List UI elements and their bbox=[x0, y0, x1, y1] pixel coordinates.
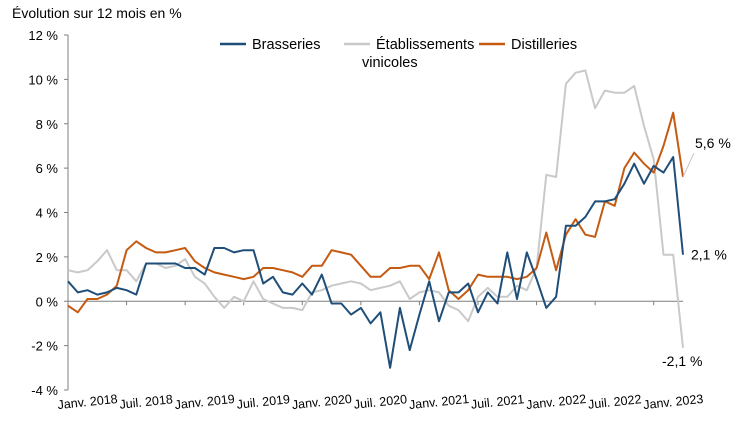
y-tick-label: 12 % bbox=[28, 28, 58, 43]
end-label-brasseries: 2,1 % bbox=[691, 247, 727, 263]
y-tick-label: 10 % bbox=[28, 72, 58, 87]
x-tick-label: Juil. 2019 bbox=[236, 392, 291, 412]
x-tick-label: Janv. 2020 bbox=[291, 392, 352, 412]
y-axis-ticks: -4 % -2 % 0 % 2 % 4 % 6 % 8 % 10 % 12 % bbox=[28, 28, 68, 398]
y-tick-label: 8 % bbox=[36, 117, 59, 132]
legend-item-distilleries: Distilleries bbox=[479, 37, 577, 53]
legend-item-brasseries: Brasseries bbox=[220, 37, 321, 53]
legend: Brasseries Établissements vinicoles Distill… bbox=[220, 36, 577, 71]
series-line-1 bbox=[67, 156, 684, 369]
x-tick-label: Janv. 2019 bbox=[174, 392, 235, 412]
x-tick-label: Juil. 2021 bbox=[470, 392, 525, 412]
legend-item-etablissements: Établissements vinicoles bbox=[344, 36, 474, 71]
y-tick-label: 0 % bbox=[36, 294, 59, 309]
end-label-distilleries: 5,6 % bbox=[695, 135, 731, 151]
end-label-connectors bbox=[682, 152, 695, 178]
y-tick-label: -2 % bbox=[31, 339, 58, 354]
legend-label: Établissements vinicoles bbox=[362, 36, 474, 71]
y-axis-title: Évolution sur 12 mois en % bbox=[12, 5, 182, 21]
x-tick-label: Juil. 2018 bbox=[119, 392, 174, 412]
y-tick-label: 2 % bbox=[36, 250, 59, 265]
series-line-2 bbox=[67, 69, 684, 348]
series-lines bbox=[67, 69, 684, 369]
x-tick-label: Juil. 2022 bbox=[587, 392, 642, 412]
x-tick-label: Janv. 2018 bbox=[57, 392, 118, 412]
legend-label: Brasseries bbox=[252, 37, 321, 53]
end-labels: 5,6 % 2,1 % -2,1 % bbox=[662, 135, 731, 369]
legend-label: Distilleries bbox=[511, 37, 577, 53]
x-tick-label: Juil. 2020 bbox=[353, 392, 408, 412]
connector-distilleries bbox=[682, 152, 695, 178]
end-label-etablissements: -2,1 % bbox=[662, 353, 702, 369]
x-tick-label: Janv. 2023 bbox=[643, 392, 704, 412]
y-tick-label: -4 % bbox=[31, 383, 58, 398]
series-line-3 bbox=[67, 111, 684, 314]
y-tick-label: 4 % bbox=[36, 206, 59, 221]
x-tick-label: Janv. 2022 bbox=[525, 392, 586, 412]
x-tick-label: Janv. 2021 bbox=[408, 392, 469, 412]
y-tick-label: 6 % bbox=[36, 161, 59, 176]
x-axis-ticks: Janv. 2018 Juil. 2018 Janv. 2019 Juil. 2019… bbox=[57, 301, 704, 412]
axes bbox=[67, 35, 683, 390]
